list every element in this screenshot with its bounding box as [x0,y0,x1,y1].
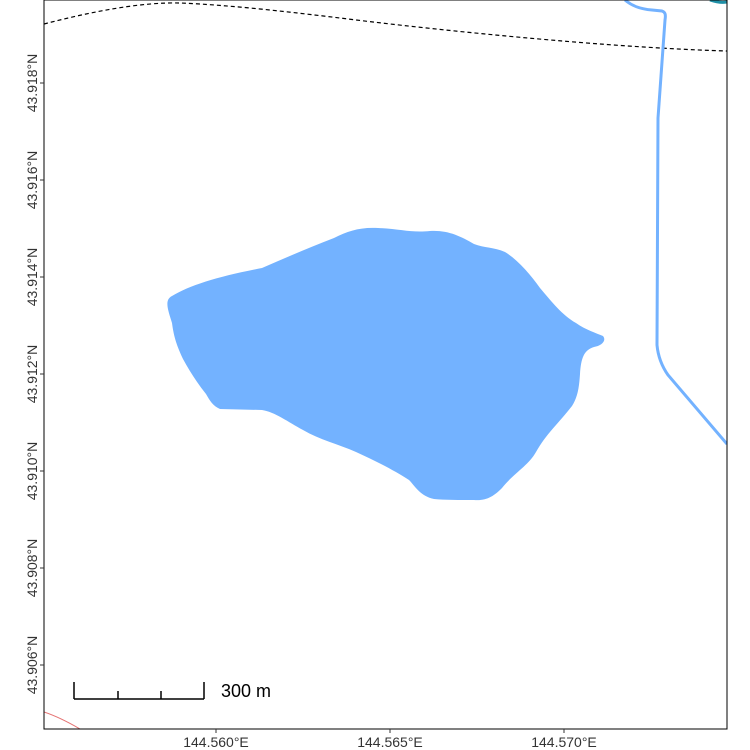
map-panel: 300 m [43,0,728,730]
x-axis-tick-label: 144.560°E [183,734,249,750]
y-axis-tick-label: 43.916°N [24,151,40,210]
x-axis-tick-label: 144.565°E [357,734,423,750]
boundary-line [44,2,727,52]
x-axis: 144.560°E 144.565°E 144.570°E [183,729,597,750]
x-axis-tick-label: 144.570°E [531,734,597,750]
map-frame [43,0,728,730]
y-axis-tick-label: 43.914°N [24,248,40,307]
y-axis-tick-label: 43.908°N [24,539,40,598]
road-line [44,711,81,729]
river-line [624,0,727,445]
y-axis: 43.906°N 43.908°N 43.910°N 43.912°N 43.914°N… [24,54,44,695]
y-axis-tick-label: 43.906°N [24,636,40,695]
y-axis-tick-label: 43.918°N [24,54,40,113]
scale-bar: 300 m [73,681,271,701]
scale-bar-label: 300 m [221,681,271,701]
y-axis-tick-label: 43.910°N [24,442,40,501]
y-axis-tick-label: 43.912°N [24,345,40,404]
lake-polygon [167,227,605,501]
